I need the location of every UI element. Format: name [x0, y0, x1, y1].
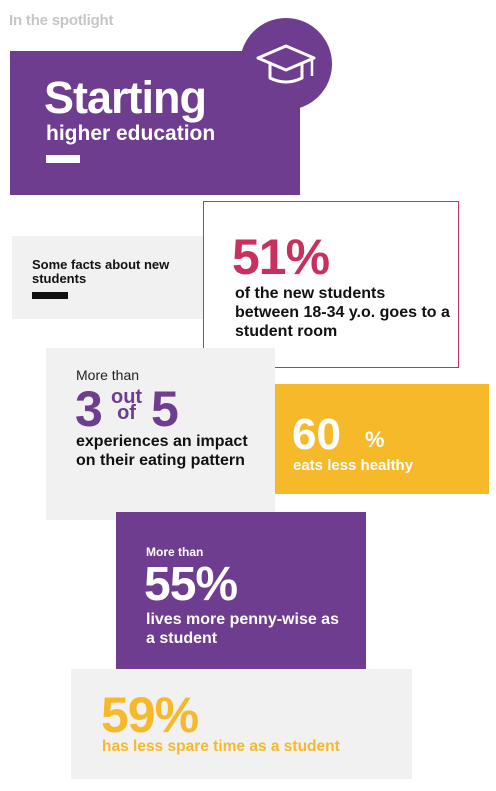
- stat-card-59: 59% has less spare time as a student: [71, 669, 412, 779]
- stat-card-51: 51% of the new students between 18-34 y.…: [203, 201, 459, 368]
- stat-value: 59%: [101, 687, 199, 743]
- graduation-cap-badge: [240, 18, 332, 110]
- section-label: In the spotlight: [9, 12, 114, 29]
- hero-subtitle: higher education: [46, 122, 216, 145]
- intro-card: Some facts about new students: [12, 236, 220, 319]
- stat-description: experiences an impact on their eating pa…: [76, 433, 248, 469]
- stat-card-60: 60 % eats less healthy: [275, 384, 489, 494]
- intro-underline: [32, 292, 68, 299]
- stat-description: has less spare time as a student: [102, 738, 340, 755]
- intro-text: Some facts about new students: [32, 257, 170, 286]
- stat-of-word: of: [117, 402, 136, 424]
- stat-denominator: 5: [151, 381, 179, 437]
- stat-value: 60: [292, 410, 341, 459]
- stat-description: of the new students between 18-34 y.o. g…: [235, 285, 450, 340]
- stat-out-of: out of: [111, 386, 143, 424]
- stat-description: lives more penny-wise as a student: [146, 611, 339, 647]
- stat-unit: %: [365, 427, 385, 452]
- stat-card-3-of-5: More than 3 out of 5 experiences an impa…: [46, 348, 275, 520]
- stat-out-word: out: [111, 386, 143, 408]
- stat-prefix: More than: [146, 545, 204, 559]
- stat-numerator: 3: [75, 381, 103, 437]
- stat-card-55: More than 55% lives more penny-wise as a…: [116, 512, 366, 679]
- hero-underline: [46, 155, 80, 163]
- hero-title: Starting: [44, 72, 207, 123]
- stat-value: 55%: [144, 558, 238, 611]
- graduation-cap-icon: [256, 44, 316, 84]
- stat-value: 51%: [232, 229, 330, 285]
- stat-description: eats less healthy: [293, 457, 414, 474]
- stat-prefix: More than: [76, 367, 140, 383]
